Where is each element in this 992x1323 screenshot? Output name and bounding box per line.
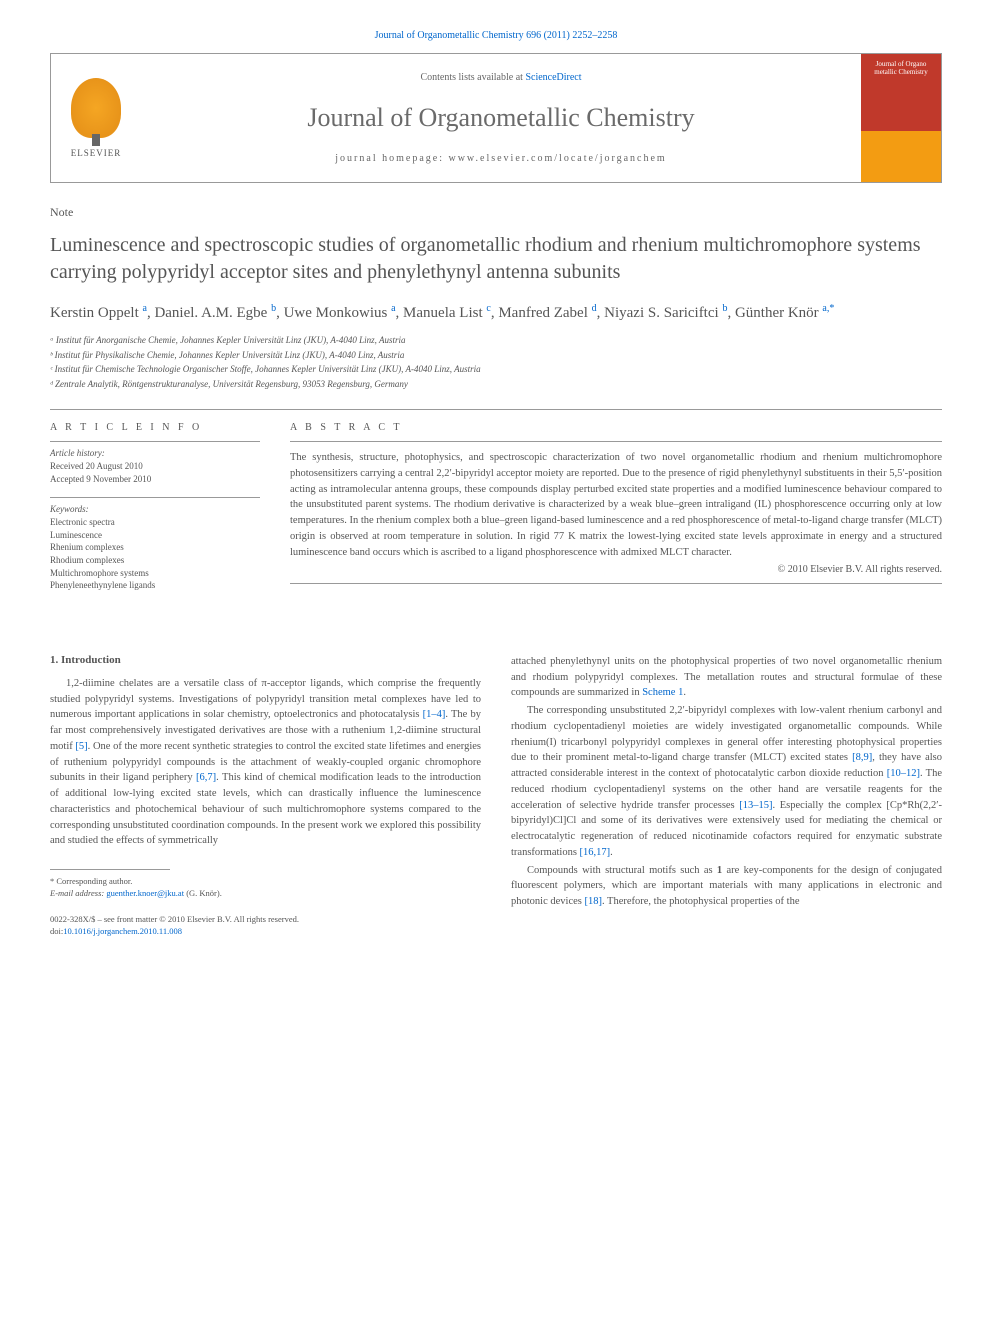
affiliation-b: ᵇ Institut für Physikalische Chemie, Joh…: [50, 349, 942, 363]
journal-cover-thumbnail: Journal of Organo metallic Chemistry: [861, 54, 941, 182]
corresponding-email-link[interactable]: guenther.knoer@jku.at: [106, 888, 184, 898]
article-title: Luminescence and spectroscopic studies o…: [50, 232, 942, 286]
keywords-block: Keywords: Electronic spectra Luminescenc…: [50, 497, 260, 592]
keywords-label: Keywords:: [50, 504, 260, 514]
abstract-copyright: © 2010 Elsevier B.V. All rights reserved…: [290, 564, 942, 575]
authors-list: Kerstin Oppelt a, Daniel. A.M. Egbe b, U…: [50, 302, 942, 324]
affiliations-list: ᵃ Institut für Anorganische Chemie, Joha…: [50, 334, 942, 391]
received-date: Received 20 August 2010: [50, 460, 260, 473]
elsevier-logo: ELSEVIER: [51, 54, 141, 182]
divider: [50, 409, 942, 410]
article-history-block: Article history: Received 20 August 2010…: [50, 441, 260, 485]
keyword-4: Multichromophore systems: [50, 567, 260, 580]
footnote-separator: [50, 869, 170, 870]
doi-line: doi:10.1016/j.jorganchem.2010.11.008: [50, 926, 481, 938]
email-line: E-mail address: guenther.knoer@jku.at (G…: [50, 888, 481, 900]
info-abstract-row: A R T I C L E I N F O Article history: R…: [50, 422, 942, 604]
article-type-label: Note: [50, 205, 942, 220]
sciencedirect-link[interactable]: ScienceDirect: [525, 72, 581, 83]
homepage-url: www.elsevier.com/locate/jorganchem: [448, 153, 666, 164]
affiliation-c: ᶜ Institut für Chemische Technologie Org…: [50, 363, 942, 377]
email-label: E-mail address:: [50, 888, 106, 898]
keyword-2: Rhenium complexes: [50, 541, 260, 554]
journal-homepage-line: journal homepage: www.elsevier.com/locat…: [335, 153, 666, 164]
article-info-heading: A R T I C L E I N F O: [50, 422, 260, 433]
corresponding-label: * Corresponding author.: [50, 876, 481, 888]
abstract-column: A B S T R A C T The synthesis, structure…: [290, 422, 942, 604]
elsevier-label: ELSEVIER: [71, 148, 122, 158]
body-column-left: 1. Introduction 1,2-diimine chelates are…: [50, 654, 481, 938]
contents-available-line: Contents lists available at ScienceDirec…: [420, 72, 581, 83]
accepted-date: Accepted 9 November 2010: [50, 473, 260, 486]
doi-prefix: doi:: [50, 926, 63, 936]
abstract-divider: [290, 441, 942, 442]
email-author: (G. Knör).: [184, 888, 222, 898]
header-center: Contents lists available at ScienceDirec…: [141, 54, 861, 182]
abstract-bottom-divider: [290, 583, 942, 584]
keyword-0: Electronic spectra: [50, 516, 260, 529]
corresponding-author-footnote: * Corresponding author. E-mail address: …: [50, 876, 481, 900]
affiliation-d: ᵈ Zentrale Analytik, Röntgenstrukturanal…: [50, 378, 942, 392]
history-label: Article history:: [50, 448, 260, 458]
body-column-right: attached phenylethynyl units on the phot…: [511, 654, 942, 938]
body-two-column: 1. Introduction 1,2-diimine chelates are…: [50, 654, 942, 938]
journal-header-box: ELSEVIER Contents lists available at Sci…: [50, 53, 942, 183]
affiliation-a: ᵃ Institut für Anorganische Chemie, Joha…: [50, 334, 942, 348]
journal-reference-header: Journal of Organometallic Chemistry 696 …: [50, 30, 942, 41]
abstract-text: The synthesis, structure, photophysics, …: [290, 450, 942, 560]
article-info-column: A R T I C L E I N F O Article history: R…: [50, 422, 260, 604]
cover-text: Journal of Organo metallic Chemistry: [867, 60, 935, 76]
keyword-1: Luminescence: [50, 529, 260, 542]
introduction-heading: 1. Introduction: [50, 654, 481, 666]
front-matter-line: 0022-328X/$ – see front matter © 2010 El…: [50, 914, 481, 926]
homepage-prefix: journal homepage:: [335, 153, 448, 164]
body-text-left: 1,2-diimine chelates are a versatile cla…: [50, 676, 481, 849]
doi-block: 0022-328X/$ – see front matter © 2010 El…: [50, 914, 481, 938]
contents-prefix: Contents lists available at: [420, 72, 525, 83]
keyword-5: Phenyleneethynylene ligands: [50, 579, 260, 592]
abstract-heading: A B S T R A C T: [290, 422, 942, 433]
keyword-3: Rhodium complexes: [50, 554, 260, 567]
body-text-right: attached phenylethynyl units on the phot…: [511, 654, 942, 910]
elsevier-tree-icon: [71, 78, 121, 138]
doi-link[interactable]: 10.1016/j.jorganchem.2010.11.008: [63, 926, 182, 936]
journal-title: Journal of Organometallic Chemistry: [307, 103, 694, 133]
